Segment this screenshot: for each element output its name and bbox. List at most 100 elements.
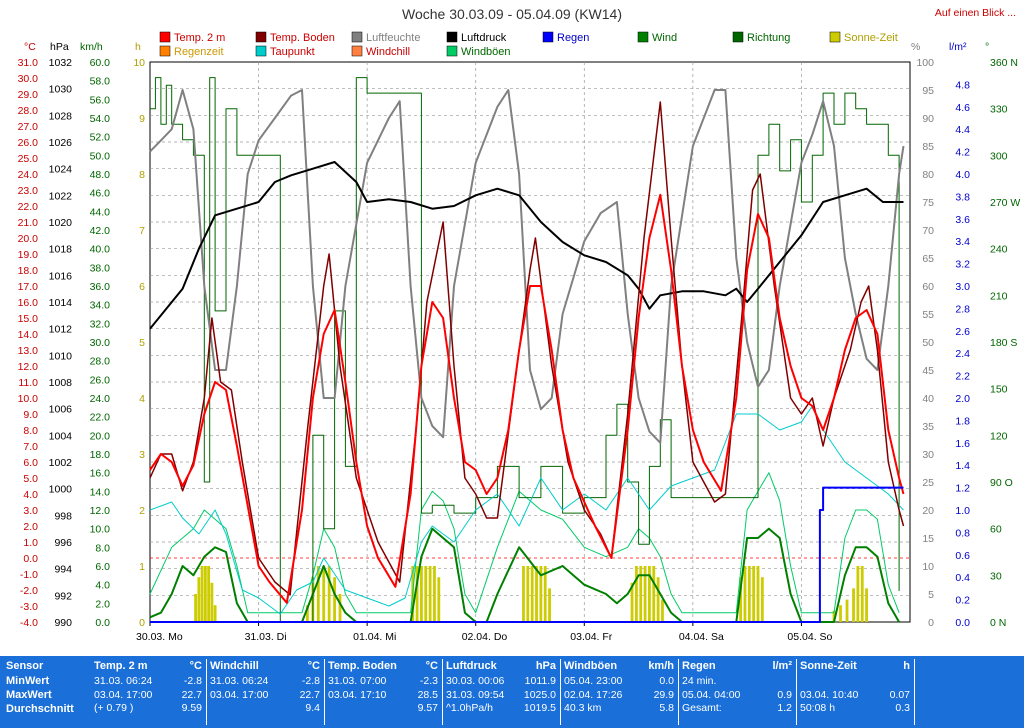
tick-wind: 24.0 <box>90 393 111 405</box>
tick-wind: 54.0 <box>90 113 111 125</box>
label-max: MaxWert <box>6 689 52 701</box>
tick-hours: 6 <box>139 281 145 293</box>
stats-panel-tempboden: Temp. Boden °C 31.03. 07:00 -2.3 03.04. 17:1… <box>324 659 443 725</box>
day-label: 01.04. Mi <box>353 631 396 643</box>
tick-direction: 180 S <box>990 337 1017 349</box>
tick-rain: 3.0 <box>955 281 970 293</box>
tick-pressure: 1012 <box>49 324 73 336</box>
axis-unit-humidity: % <box>911 41 920 53</box>
overview-link[interactable]: Auf einen Blick ... <box>935 7 1016 19</box>
stats-value: h <box>903 660 910 672</box>
stats-tempboden-avg_note: 9.57 <box>324 701 442 715</box>
tick-pressure: 1028 <box>49 110 73 122</box>
tick-temp: 23.0 <box>18 185 39 197</box>
stats-panel-regen: Regen l/m² 24 min. 05.04. 04:00 0.9 Gesamt: 1.… <box>678 659 797 725</box>
stats-windboeen-title: Windböen km/h <box>560 659 678 674</box>
stats-luftdruck-max_time: 31.03. 09:54 1025.0 <box>442 688 560 702</box>
stats-luftdruck-min_time: 30.03. 00:06 1011.9 <box>442 674 560 688</box>
legend-label: Windchill <box>366 46 410 58</box>
stats-value: -2.8 <box>301 675 320 687</box>
stats-value: 1025.0 <box>523 688 556 701</box>
tick-temp: 18.0 <box>18 265 39 277</box>
tick-wind: 12.0 <box>90 505 111 517</box>
tick-humidity: 45 <box>922 365 934 377</box>
tick-humidity: 65 <box>922 253 934 265</box>
legend-swatch <box>446 31 458 43</box>
stats-label: ^1.0hPa/h <box>446 702 493 714</box>
series-luftdruck <box>149 161 904 330</box>
tick-humidity: 50 <box>922 337 934 349</box>
legend-label: Luftdruck <box>461 32 507 44</box>
bar-sonne-zeit <box>194 594 197 622</box>
stats-label: 05.04. 04:00 <box>682 688 741 701</box>
tick-humidity: 30 <box>922 449 934 461</box>
bar-sonne-zeit <box>197 577 201 622</box>
day-label: 05.04. So <box>787 631 832 643</box>
stats-label: 03.04. 17:00 <box>210 688 269 701</box>
stats-value: 9.57 <box>417 702 438 714</box>
legend-swatch <box>159 31 171 43</box>
bar-sonne-zeit <box>203 566 207 622</box>
tick-pressure: 1000 <box>49 484 73 496</box>
axis-unit-hours: h <box>135 41 141 53</box>
stats-value: l/m² <box>772 660 792 672</box>
tick-temp: 19.0 <box>18 249 39 261</box>
day-label: 04.04. Sa <box>679 631 724 643</box>
tick-pressure: 1018 <box>49 244 73 256</box>
tick-wind: 60.0 <box>90 57 111 69</box>
tick-wind: 10.0 <box>90 524 111 536</box>
tick-humidity: 100 <box>916 57 934 69</box>
tick-humidity: 35 <box>922 421 934 433</box>
tick-wind: 44.0 <box>90 206 111 218</box>
tick-temp: 11.0 <box>18 377 38 389</box>
data-series <box>149 77 905 623</box>
tick-wind: 38.0 <box>90 262 111 274</box>
tick-temp: 9.0 <box>23 409 38 421</box>
tick-humidity: 25 <box>922 477 934 489</box>
stats-tempboden-max_time: 03.04. 17:10 28.5 <box>324 688 442 702</box>
tick-direction: 90 O <box>990 477 1013 489</box>
chart-title: Woche 30.03.09 - 05.04.09 (KW14) <box>402 6 622 22</box>
stats-tempboden-min_time: 31.03. 07:00 -2.3 <box>324 674 442 688</box>
tick-rain: 0.4 <box>955 572 970 584</box>
stats-row-labels: Sensor MinWert MaxWert Durchschnitt <box>0 659 88 716</box>
tick-pressure: 992 <box>54 590 72 602</box>
bar-sonne-zeit <box>548 588 551 622</box>
tick-temp: -1.0 <box>20 569 38 581</box>
stats-sonne-min_time <box>796 674 914 688</box>
stats-label: Gesamt: <box>682 702 722 714</box>
tick-wind: 22.0 <box>90 412 111 424</box>
stats-value: 9.4 <box>305 702 320 714</box>
tick-temp: 30.0 <box>18 73 39 85</box>
stats-value: 22.7 <box>299 688 320 701</box>
tick-temp: 17.0 <box>18 281 39 293</box>
tick-rain: 4.6 <box>955 102 970 114</box>
stats-temp2m-avg_note: (+ 0.79 ) 9.59 <box>90 701 206 715</box>
stats-windchill-avg_note: 9.4 <box>206 701 324 715</box>
tick-hours: 8 <box>139 169 145 181</box>
stats-value: km/h <box>648 660 674 672</box>
tick-pressure: 994 <box>54 564 72 576</box>
stats-label: 31.03. 09:54 <box>446 688 505 701</box>
stats-value: -2.3 <box>419 675 438 687</box>
tick-wind: 58.0 <box>90 76 111 88</box>
stats-value: 5.8 <box>659 702 674 714</box>
stats-label: 31.03. 06:24 <box>94 675 153 687</box>
legend-label: Regen <box>557 32 589 44</box>
tick-rain: 0.8 <box>955 527 970 539</box>
tick-humidity: 95 <box>922 85 934 97</box>
tick-temp: 15.0 <box>18 313 39 325</box>
tick-temp: 7.0 <box>23 441 38 453</box>
label-min: MinWert <box>6 675 50 687</box>
tick-wind: 30.0 <box>90 337 111 349</box>
day-label: 30.03. Mo <box>136 631 183 643</box>
axis-unit-temp: °C <box>24 41 36 53</box>
bar-sonne-zeit <box>437 577 441 622</box>
bar-sonne-zeit <box>415 566 419 622</box>
bar-sonne-zeit <box>530 566 534 622</box>
tick-temp: 6.0 <box>23 457 38 469</box>
stats-label: Temp. Boden <box>328 660 397 672</box>
tick-temp: 8.0 <box>23 425 38 437</box>
tick-hours: 2 <box>139 505 145 517</box>
tick-pressure: 1030 <box>49 84 73 96</box>
